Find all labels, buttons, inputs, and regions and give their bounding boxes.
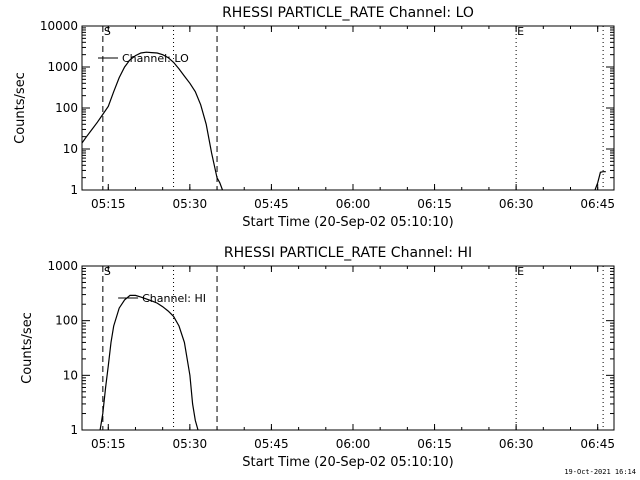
x-tick-label: 06:30: [499, 197, 534, 211]
x-axis-label-lo: Start Time (20-Sep-02 05:10:10): [242, 215, 453, 230]
x-tick-label: 05:45: [254, 437, 289, 451]
y-tick-label: 10000: [40, 19, 78, 33]
y-axis-label-hi: Counts/sec: [20, 312, 35, 384]
x-tick-label: 06:15: [417, 197, 452, 211]
y-tick-label: 100: [55, 101, 78, 115]
x-tick-label: 05:30: [173, 437, 208, 451]
y-tick-label: 10: [63, 368, 78, 382]
x-tick-label: 06:00: [336, 197, 371, 211]
x-tick-label: 06:00: [336, 437, 371, 451]
legend-label-hi: Channel: HI: [142, 292, 206, 305]
x-tick-label: 05:30: [173, 197, 208, 211]
x-tick-label: 05:15: [91, 197, 126, 211]
x-axis-label-hi: Start Time (20-Sep-02 05:10:10): [242, 455, 453, 470]
data-line-lo-1: [594, 171, 606, 191]
x-tick-label: 06:15: [417, 437, 452, 451]
y-tick-label: 1000: [47, 259, 78, 273]
x-tick-label: 05:15: [91, 437, 126, 451]
chart-title-hi: RHESSI PARTICLE_RATE Channel: HI: [224, 245, 472, 261]
y-tick-label: 1: [70, 423, 78, 437]
y-tick-label: 10: [63, 142, 78, 156]
y-tick-label: 1: [70, 183, 78, 197]
event-marker-label: E: [517, 25, 524, 38]
legend-label-lo: Channel: LO: [122, 52, 189, 65]
plot-timestamp: 19-Oct-2021 16:14: [564, 468, 636, 476]
x-tick-label: 05:45: [254, 197, 289, 211]
data-line-lo-0: [81, 51, 224, 191]
plot-frame-hi: [81, 265, 615, 431]
event-marker-label: S: [104, 25, 111, 38]
y-tick-label: 1000: [47, 60, 78, 74]
plot-frame-lo: [81, 25, 615, 191]
x-tick-label: 06:30: [499, 437, 534, 451]
data-line-hi-0: [99, 294, 199, 431]
x-tick-label: 06:45: [580, 437, 615, 451]
event-marker-label: S: [104, 265, 111, 278]
event-marker-label: E: [517, 265, 524, 278]
y-tick-label: 100: [55, 314, 78, 328]
chart-title-lo: RHESSI PARTICLE_RATE Channel: LO: [222, 5, 474, 21]
x-tick-label: 06:45: [580, 197, 615, 211]
y-axis-label-lo: Counts/sec: [13, 72, 28, 144]
